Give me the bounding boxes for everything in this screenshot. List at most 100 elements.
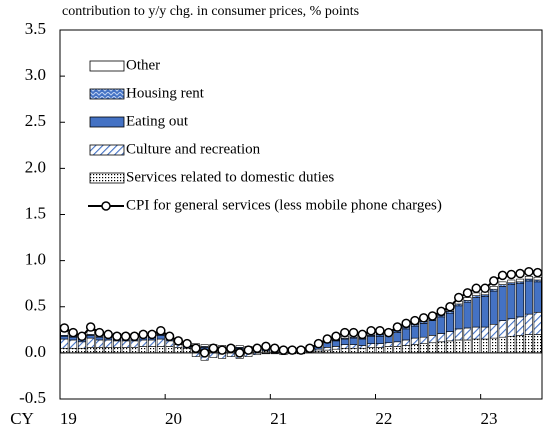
line-marker bbox=[182, 338, 192, 349]
line-marker bbox=[85, 322, 96, 332]
line-marker bbox=[489, 276, 499, 286]
line-marker bbox=[68, 327, 78, 338]
bar-segment bbox=[156, 346, 165, 354]
bar-segment bbox=[358, 345, 367, 349]
line-marker bbox=[296, 345, 306, 355]
bar-segment bbox=[367, 347, 376, 354]
y-tick-label: 2.5 bbox=[25, 111, 46, 130]
y-tick-label: -0.5 bbox=[19, 388, 46, 407]
bar-segment bbox=[332, 348, 341, 354]
line-marker bbox=[515, 268, 525, 279]
line-marker bbox=[129, 331, 140, 342]
bar-segment bbox=[437, 341, 446, 354]
bar-segment bbox=[463, 327, 472, 341]
line-marker bbox=[436, 306, 446, 317]
bar-segment bbox=[498, 336, 507, 354]
bar-segment bbox=[446, 312, 454, 332]
bar-segment bbox=[323, 347, 332, 351]
legend-swatch bbox=[89, 172, 125, 184]
bar-segment bbox=[148, 346, 156, 354]
y-tick-label: 1.5 bbox=[25, 203, 46, 222]
bar-segment bbox=[367, 343, 376, 348]
legend-label: Culture and recreation bbox=[126, 141, 261, 157]
bar-segment bbox=[507, 284, 516, 320]
line-marker bbox=[269, 343, 280, 354]
line-marker bbox=[453, 292, 464, 303]
bar-segment bbox=[410, 337, 419, 345]
line-marker bbox=[305, 343, 315, 354]
y-tick-label: 0.5 bbox=[25, 296, 46, 315]
bar-segment bbox=[332, 346, 341, 350]
bar-segment bbox=[77, 341, 86, 349]
bar-segment bbox=[498, 281, 507, 285]
bar-segment bbox=[340, 347, 349, 354]
bar-segment bbox=[332, 340, 341, 347]
legend-label: Eating out bbox=[126, 113, 189, 129]
line-marker bbox=[471, 283, 482, 294]
bar-segment bbox=[410, 344, 419, 354]
bar-segment bbox=[533, 276, 542, 281]
bar-segment bbox=[69, 336, 78, 341]
bar-segment bbox=[209, 352, 218, 358]
bar-segment bbox=[410, 325, 419, 339]
bar-segment bbox=[60, 335, 69, 340]
bar-segment bbox=[446, 340, 454, 354]
bar-segment bbox=[533, 281, 542, 313]
y-tick-label: 0.0 bbox=[25, 342, 46, 361]
bar-segment bbox=[419, 336, 428, 344]
bar-segment bbox=[472, 338, 481, 354]
line-marker bbox=[462, 288, 473, 298]
bar-segment bbox=[533, 311, 542, 335]
line-marker bbox=[120, 331, 131, 342]
line-marker bbox=[287, 345, 297, 355]
y-tick-label: 3.0 bbox=[25, 65, 46, 84]
bar-segment bbox=[454, 305, 463, 330]
bar-segment bbox=[86, 347, 95, 354]
bar-segment bbox=[463, 301, 472, 329]
line-marker bbox=[357, 329, 368, 340]
bar-segment bbox=[428, 320, 437, 336]
bar-segment bbox=[358, 338, 367, 346]
line-marker bbox=[524, 266, 534, 277]
bar-segment bbox=[375, 335, 384, 344]
x-tick-label: 22 bbox=[375, 409, 392, 428]
line-marker bbox=[103, 329, 113, 340]
bar-segment bbox=[454, 339, 463, 354]
y-tick-label: 3.5 bbox=[25, 19, 46, 38]
bar-segment bbox=[419, 343, 428, 354]
bar-segment bbox=[191, 352, 200, 357]
bar-segment bbox=[358, 347, 367, 354]
bar-segment bbox=[463, 297, 472, 301]
line-marker bbox=[445, 302, 455, 312]
legend-swatch bbox=[101, 201, 111, 211]
line-marker bbox=[322, 334, 333, 344]
line-marker bbox=[243, 345, 254, 355]
bar-segment bbox=[375, 343, 384, 348]
line-marker bbox=[366, 325, 376, 336]
bar-segment bbox=[446, 331, 454, 342]
bar-segment bbox=[472, 326, 481, 340]
bar-segment bbox=[393, 341, 402, 347]
bar-segment bbox=[183, 347, 192, 354]
line-marker bbox=[59, 323, 70, 333]
bar-segment bbox=[112, 340, 121, 348]
bar-segment bbox=[60, 347, 69, 354]
bar-segment bbox=[69, 339, 78, 349]
bar-segment bbox=[165, 346, 174, 354]
bar-segment bbox=[77, 347, 86, 354]
x-tick-label: 19 bbox=[60, 409, 77, 428]
bar-segment bbox=[524, 334, 533, 354]
y-tick-label: 2.0 bbox=[25, 157, 46, 176]
bar-segment bbox=[156, 338, 165, 347]
bar-segment bbox=[86, 335, 95, 339]
x-tick-label: 20 bbox=[165, 409, 182, 428]
legend-swatch bbox=[89, 88, 125, 100]
line-marker bbox=[156, 325, 166, 336]
bar-segment bbox=[516, 278, 525, 283]
bar-segment bbox=[165, 340, 174, 347]
line-marker bbox=[313, 338, 324, 349]
bar-segment bbox=[367, 335, 376, 344]
bar-segment bbox=[60, 338, 69, 349]
bar-segment bbox=[235, 345, 244, 348]
legend-label: Other bbox=[126, 57, 160, 73]
